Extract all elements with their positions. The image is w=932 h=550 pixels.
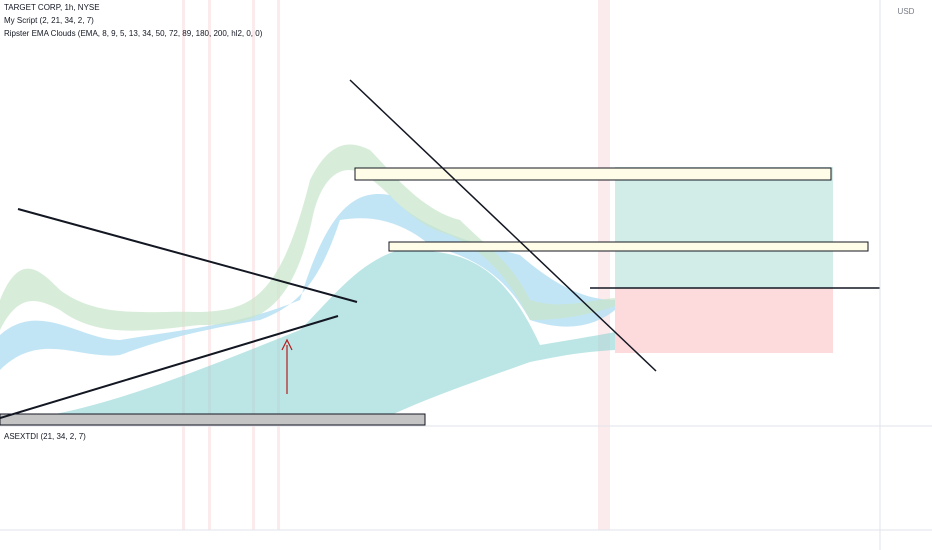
loss-zone <box>615 288 833 353</box>
highlight <box>252 0 255 530</box>
cloud <box>0 144 615 331</box>
zone-box <box>0 413 426 426</box>
highlight <box>182 0 185 530</box>
highlight <box>208 0 211 530</box>
indicator-label: Ripster EMA Clouds (EMA, 8, 9, 5, 13, 34… <box>4 29 263 38</box>
highlights <box>182 0 610 530</box>
cloud <box>0 193 615 370</box>
trendline <box>17 208 358 303</box>
zone-box <box>354 167 832 181</box>
trendline <box>349 79 657 372</box>
trendline <box>0 315 339 419</box>
highlight <box>277 0 280 530</box>
arrow-head <box>281 338 293 351</box>
highlight <box>598 0 610 530</box>
currency: USD <box>898 7 915 16</box>
pane-title: ASEXTDI (21, 34, 2, 7) <box>4 432 86 441</box>
indicator-label: My Script (2, 21, 34, 2, 7) <box>4 16 94 25</box>
chart-title: TARGET CORP, 1h, NYSE <box>4 3 100 12</box>
zone-box <box>388 241 869 252</box>
ema-clouds <box>0 144 615 425</box>
drawings <box>0 79 880 426</box>
cloud <box>0 250 615 425</box>
profit-zone <box>615 167 833 288</box>
